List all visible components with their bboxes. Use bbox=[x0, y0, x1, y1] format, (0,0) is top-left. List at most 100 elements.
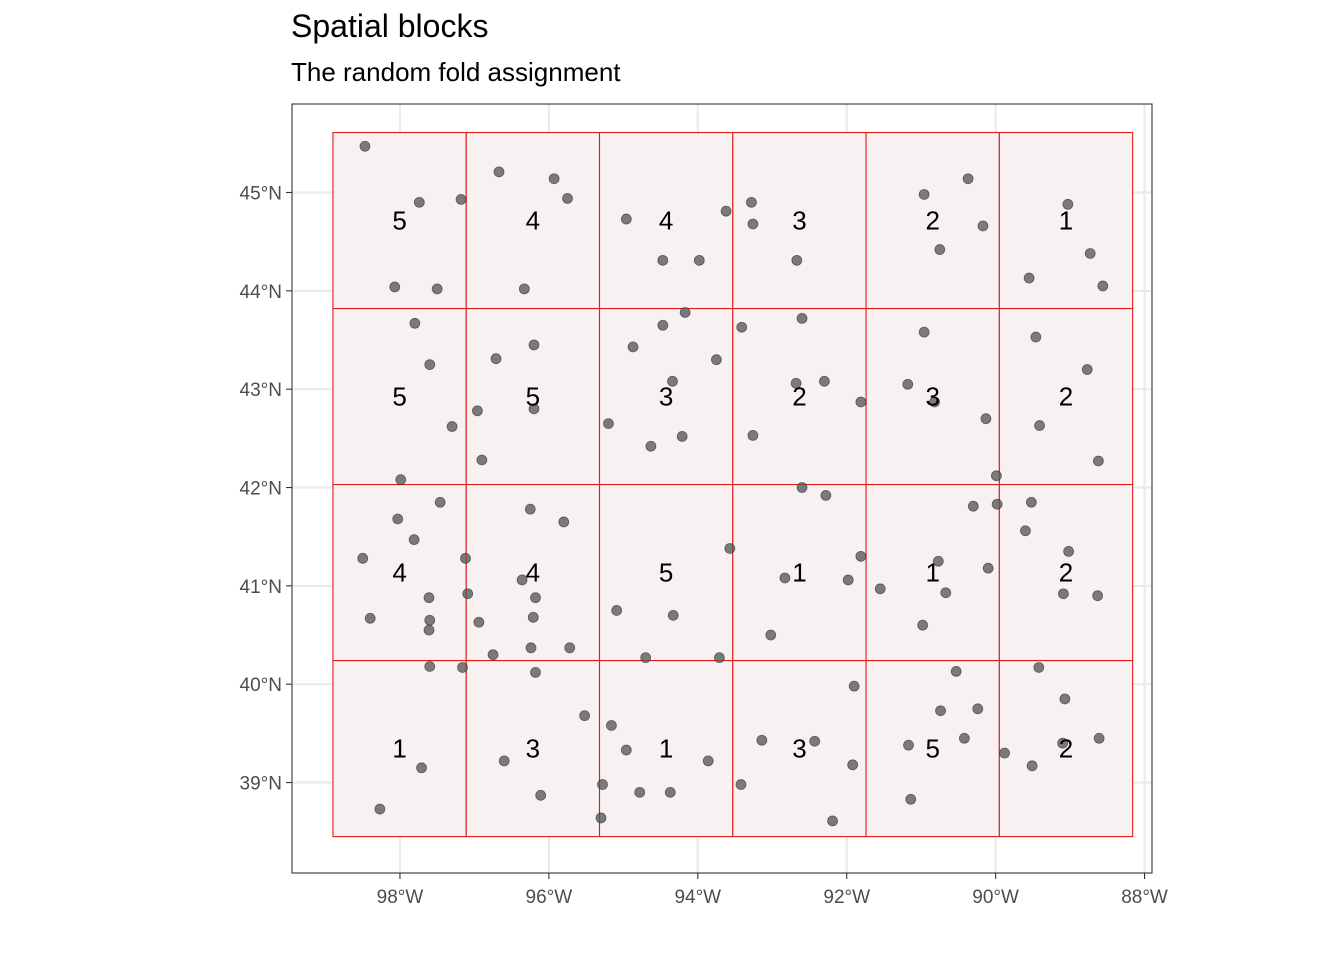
sample-point bbox=[855, 550, 867, 562]
sample-point bbox=[1081, 364, 1093, 375]
x-tick-label: 90°W bbox=[972, 887, 1019, 908]
sample-point bbox=[796, 482, 808, 493]
sample-point bbox=[1025, 496, 1037, 508]
fold-label: 1 bbox=[659, 734, 673, 764]
sample-point bbox=[842, 574, 854, 586]
chart-subtitle: The random fold assignment bbox=[291, 57, 621, 87]
sample-point bbox=[562, 193, 573, 204]
sample-point bbox=[820, 489, 832, 501]
sample-point bbox=[664, 786, 676, 798]
y-tick-label: 42°N bbox=[240, 479, 282, 500]
sample-point bbox=[597, 779, 608, 790]
sample-point bbox=[747, 429, 759, 441]
sample-point bbox=[790, 377, 802, 389]
sample-point bbox=[693, 254, 705, 266]
fold-label: 3 bbox=[792, 206, 806, 236]
sample-point bbox=[634, 786, 646, 798]
sample-point bbox=[1033, 662, 1045, 673]
sample-point bbox=[1063, 546, 1075, 557]
sample-point bbox=[747, 218, 759, 230]
sample-point bbox=[736, 321, 748, 333]
sample-point bbox=[791, 254, 803, 266]
spatial-block bbox=[332, 131, 467, 310]
sample-point bbox=[409, 317, 421, 329]
fold-label: 1 bbox=[792, 558, 806, 588]
sample-point bbox=[779, 572, 791, 584]
sample-point bbox=[667, 375, 678, 387]
sample-point bbox=[645, 440, 657, 452]
fold-label: 2 bbox=[1059, 382, 1073, 412]
sample-point bbox=[848, 680, 860, 692]
sample-point bbox=[972, 703, 984, 715]
sample-point bbox=[967, 500, 979, 512]
sample-point bbox=[389, 281, 401, 293]
spatial-block bbox=[998, 307, 1134, 486]
sample-point bbox=[980, 413, 992, 425]
sample-point bbox=[702, 755, 714, 767]
sample-point bbox=[1059, 693, 1071, 705]
sample-point bbox=[903, 739, 914, 751]
sample-point bbox=[1092, 590, 1104, 602]
x-tick-label: 94°W bbox=[674, 887, 721, 908]
sample-point bbox=[1057, 588, 1069, 600]
fold-label: 5 bbox=[392, 382, 406, 412]
sample-point bbox=[640, 652, 652, 664]
fold-label: 1 bbox=[1059, 206, 1073, 236]
spatial-block bbox=[865, 484, 1000, 662]
chart-title: Spatial blocks bbox=[291, 8, 489, 44]
sample-point bbox=[579, 710, 591, 722]
x-tick-label: 92°W bbox=[823, 887, 870, 908]
sample-point bbox=[940, 587, 952, 599]
sample-point bbox=[603, 418, 614, 429]
sample-point bbox=[627, 341, 639, 353]
sample-point bbox=[423, 592, 435, 604]
sample-point bbox=[667, 609, 679, 621]
sample-point bbox=[498, 755, 510, 767]
sample-point bbox=[1084, 248, 1096, 259]
spatial-block bbox=[732, 307, 867, 486]
sample-point bbox=[1030, 331, 1042, 343]
sample-point bbox=[472, 405, 483, 417]
spatial-block bbox=[332, 307, 467, 486]
sample-point bbox=[1020, 525, 1031, 537]
sample-point bbox=[676, 430, 688, 442]
fold-label: 4 bbox=[526, 206, 540, 236]
fold-label: 3 bbox=[925, 382, 939, 412]
sample-point bbox=[1097, 280, 1109, 292]
sample-point bbox=[1057, 737, 1069, 749]
spatial-block bbox=[865, 307, 1000, 486]
sample-point bbox=[711, 354, 722, 366]
sample-point bbox=[977, 220, 989, 232]
fold-label: 5 bbox=[659, 558, 673, 588]
y-tick-label: 39°N bbox=[240, 774, 282, 795]
sample-point bbox=[905, 793, 917, 805]
spatial-block bbox=[598, 484, 734, 662]
spatial-block bbox=[732, 660, 867, 838]
spatial-block bbox=[998, 484, 1134, 662]
fold-label: 2 bbox=[792, 382, 806, 412]
sample-point bbox=[564, 642, 576, 654]
sample-point bbox=[1026, 760, 1038, 772]
x-tick-label: 98°W bbox=[377, 887, 424, 908]
sample-point bbox=[462, 588, 474, 600]
fold-label: 3 bbox=[526, 734, 540, 764]
sample-point bbox=[874, 583, 886, 595]
sample-point bbox=[929, 396, 940, 408]
sample-point bbox=[620, 744, 632, 756]
sample-point bbox=[548, 173, 560, 185]
sample-point bbox=[809, 735, 821, 747]
sample-point bbox=[416, 762, 427, 774]
sample-point bbox=[423, 624, 435, 636]
fold-label: 3 bbox=[792, 734, 806, 764]
sample-point bbox=[999, 747, 1010, 759]
sample-point bbox=[535, 789, 547, 801]
sample-point bbox=[746, 196, 757, 208]
sample-point bbox=[487, 649, 499, 661]
sample-point bbox=[958, 732, 970, 744]
fold-label: 1 bbox=[925, 558, 939, 588]
sample-point bbox=[935, 705, 946, 717]
sample-point bbox=[657, 254, 669, 266]
y-tick-label: 45°N bbox=[240, 184, 282, 205]
sample-point bbox=[932, 555, 944, 567]
sample-point bbox=[413, 196, 425, 208]
